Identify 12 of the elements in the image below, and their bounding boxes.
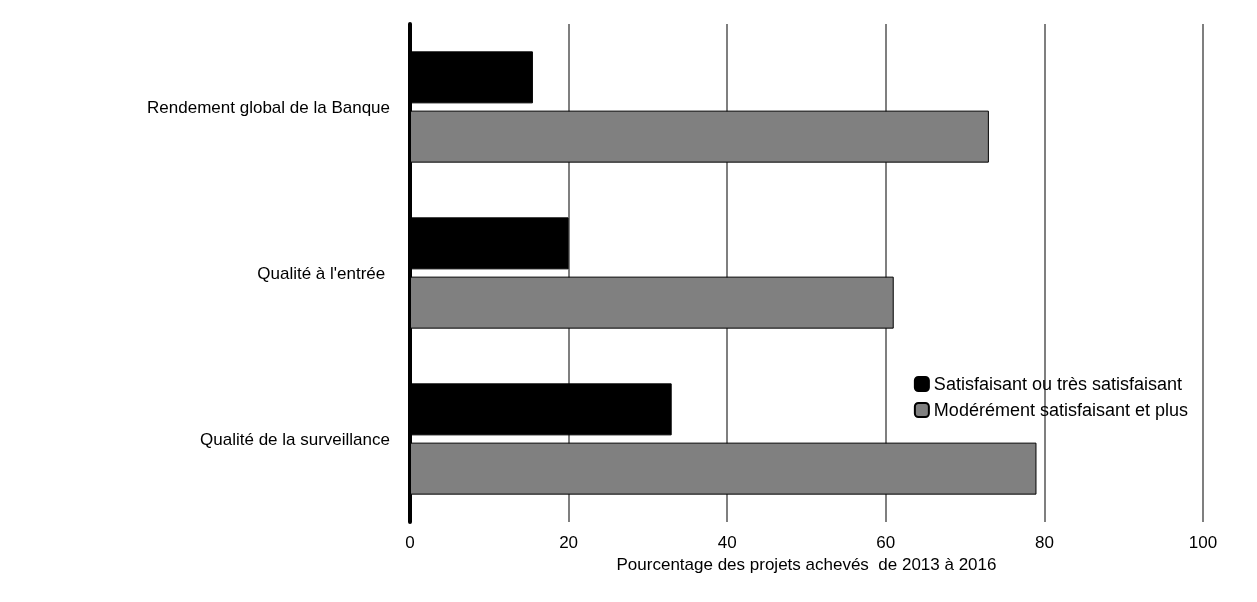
x-tick-label: 100 — [1188, 533, 1218, 552]
y-tick-label: Qualité à l'entrée — [257, 263, 390, 283]
x-tick-label: 60 — [876, 533, 896, 552]
legend-label: Modérément satisfaisant et plus — [933, 400, 1189, 420]
y-tick-label: Rendement global de la Banque — [147, 97, 390, 117]
y-tick-label: Qualité de la surveillance — [200, 429, 390, 449]
x-tick-label: 40 — [717, 533, 737, 552]
legend-label: Satisfaisant ou très satisfaisant — [933, 374, 1182, 394]
x-tick-label: 20 — [559, 533, 579, 552]
x-tick-label: 0 — [405, 533, 415, 552]
x-axis-title: Pourcentage des projets achevés de 2013 à 2016 — [616, 555, 997, 574]
x-tick-label: 80 — [1034, 533, 1054, 552]
